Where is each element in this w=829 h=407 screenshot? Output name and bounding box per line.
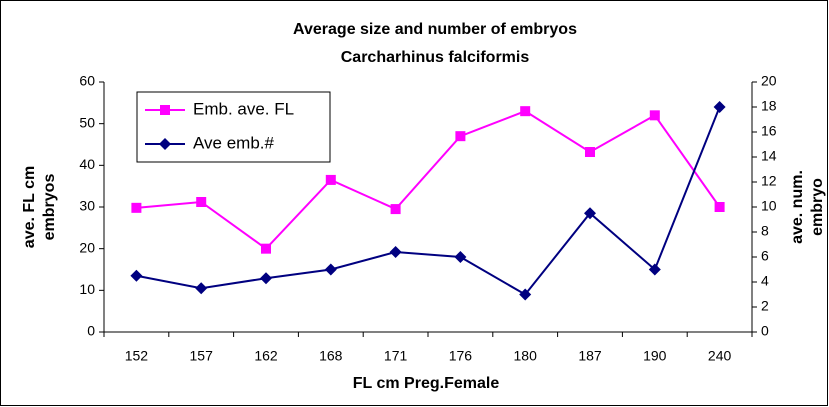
point	[649, 110, 660, 121]
y2-tick-label: 16	[761, 123, 777, 139]
point	[261, 243, 271, 254]
point	[260, 272, 272, 285]
x-tick-label: 168	[319, 348, 343, 364]
point	[519, 288, 532, 301]
point	[454, 251, 467, 263]
y2-tick-label: 0	[761, 323, 769, 339]
point	[325, 174, 336, 185]
y-axis-label: embryos	[41, 174, 58, 241]
x-tick-label: 187	[578, 348, 602, 364]
y2-tick-label: 4	[761, 273, 769, 289]
x-tick-label: 176	[449, 348, 473, 364]
chart-subtitle: Carcharhinus falciformis	[341, 49, 530, 66]
y2-axis-label: ave. num.	[789, 170, 806, 244]
y-tick-label: 50	[79, 114, 95, 130]
point	[390, 204, 401, 215]
x-tick-label: 157	[190, 348, 214, 364]
legend-box	[136, 91, 331, 163]
y2-tick-label: 12	[761, 173, 777, 189]
legend-label: Emb. ave. FL	[193, 99, 294, 118]
y2-axis-label: embryo	[809, 178, 826, 236]
point	[520, 106, 531, 117]
legend-marker	[160, 105, 170, 115]
legend-marker	[159, 138, 171, 150]
y-axis-label: ave. FL cm	[21, 166, 38, 248]
point	[389, 246, 402, 258]
point	[713, 101, 726, 113]
y2-tick-label: 18	[761, 98, 777, 114]
x-tick-label: 180	[514, 348, 538, 364]
point	[131, 202, 142, 213]
point	[714, 202, 725, 212]
y2-tick-label: 8	[761, 223, 769, 239]
y-tick-label: 60	[79, 73, 95, 89]
series-line	[136, 110, 721, 250]
point	[324, 263, 337, 276]
y-tick-label: 10	[79, 281, 95, 297]
point	[455, 131, 466, 142]
x-tick-label: 240	[708, 348, 732, 364]
chart-title: Average size and number of embryos	[293, 21, 577, 38]
point	[648, 263, 661, 276]
y-tick-label: 0	[87, 323, 95, 339]
series-line	[136, 106, 721, 296]
point	[195, 282, 208, 295]
legend-label: Ave emb.#	[193, 133, 275, 152]
point	[130, 269, 143, 282]
y2-tick-label: 20	[761, 73, 777, 89]
point	[585, 147, 595, 157]
y-tick-label: 30	[79, 198, 95, 214]
x-tick-label: 171	[384, 348, 408, 364]
x-tick-label: 190	[643, 348, 667, 364]
point	[584, 207, 596, 220]
y2-tick-label: 10	[761, 198, 777, 214]
x-tick-label: 152	[125, 348, 149, 364]
x-tick-label: 162	[254, 348, 278, 364]
y2-tick-label: 14	[761, 148, 777, 164]
y-tick-label: 40	[79, 156, 95, 172]
y-tick-label: 20	[79, 239, 95, 255]
y2-tick-label: 2	[761, 298, 769, 314]
y2-tick-label: 6	[761, 248, 769, 264]
x-axis-label: FL cm Preg.Female	[353, 375, 500, 392]
point	[196, 197, 207, 207]
